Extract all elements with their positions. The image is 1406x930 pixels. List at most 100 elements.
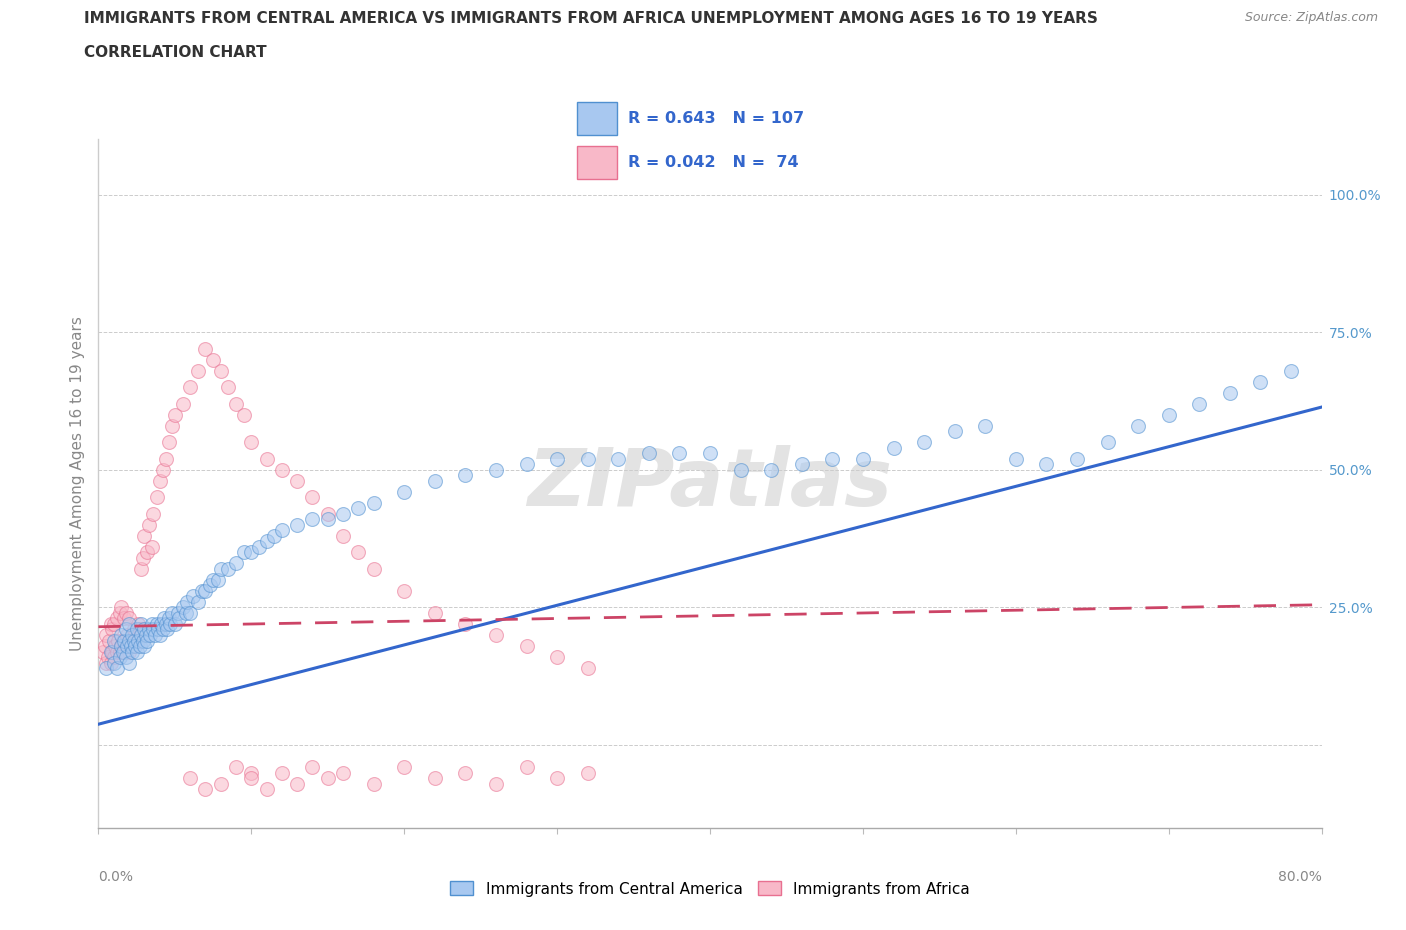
Point — [152, 622, 174, 637]
Point — [301, 490, 323, 505]
Point — [576, 660, 599, 675]
Point — [117, 628, 139, 643]
Point — [316, 771, 339, 786]
Point — [256, 782, 278, 797]
Point — [454, 765, 477, 780]
Point — [179, 379, 201, 394]
Point — [730, 462, 752, 477]
Point — [1004, 451, 1026, 466]
Point — [240, 765, 263, 780]
Point — [516, 457, 538, 472]
Point — [129, 617, 152, 631]
Point — [121, 628, 143, 643]
Text: CORRELATION CHART: CORRELATION CHART — [84, 45, 267, 60]
Point — [363, 496, 385, 511]
Point — [225, 760, 247, 775]
Point — [187, 594, 209, 609]
Point — [127, 633, 149, 648]
Point — [202, 573, 225, 588]
Point — [110, 600, 132, 615]
Point — [155, 617, 177, 631]
Point — [263, 528, 285, 543]
Point — [100, 655, 122, 670]
Point — [138, 517, 160, 532]
Point — [1279, 364, 1302, 379]
Point — [124, 628, 146, 643]
Point — [98, 633, 121, 648]
Point — [107, 633, 129, 648]
Point — [285, 777, 308, 791]
Point — [112, 644, 135, 659]
Point — [759, 462, 782, 477]
Point — [699, 445, 721, 460]
Point — [132, 551, 155, 565]
Point — [454, 468, 477, 483]
Point — [240, 435, 263, 450]
Bar — [576, 102, 617, 135]
Text: 0.0%: 0.0% — [98, 870, 134, 884]
Point — [1157, 407, 1180, 422]
Point — [110, 639, 132, 654]
Point — [169, 611, 191, 626]
Point — [104, 639, 127, 654]
Point — [301, 512, 323, 526]
Point — [160, 418, 183, 433]
Point — [347, 501, 370, 516]
Point — [149, 473, 172, 488]
Point — [125, 633, 148, 648]
Point — [120, 639, 142, 654]
Point — [108, 649, 131, 664]
Point — [105, 644, 128, 659]
Point — [153, 611, 176, 626]
Point — [347, 545, 370, 560]
Point — [115, 639, 138, 654]
Text: R = 0.042   N =  74: R = 0.042 N = 74 — [628, 154, 799, 170]
Point — [150, 617, 173, 631]
Point — [149, 628, 172, 643]
Point — [217, 379, 239, 394]
Point — [247, 539, 270, 554]
Point — [332, 528, 354, 543]
Point — [134, 639, 156, 654]
Point — [198, 578, 221, 593]
Point — [637, 445, 661, 460]
Point — [100, 644, 122, 659]
Point — [209, 364, 232, 379]
Point — [191, 583, 214, 598]
Point — [316, 507, 339, 522]
Text: 80.0%: 80.0% — [1278, 870, 1322, 884]
Point — [115, 605, 138, 620]
Point — [176, 594, 198, 609]
Point — [576, 765, 599, 780]
Point — [194, 341, 217, 356]
Point — [124, 639, 146, 654]
Point — [270, 765, 292, 780]
Point — [270, 462, 292, 477]
Point — [546, 649, 568, 664]
Point — [129, 562, 152, 577]
Point — [1097, 435, 1119, 450]
Point — [363, 777, 385, 791]
Point — [125, 644, 148, 659]
Point — [103, 617, 125, 631]
Text: ZIPatlas: ZIPatlas — [527, 445, 893, 523]
Point — [217, 562, 239, 577]
Point — [174, 605, 197, 620]
Point — [1249, 374, 1271, 389]
Point — [187, 364, 209, 379]
Point — [105, 660, 128, 675]
Point — [240, 545, 263, 560]
Point — [207, 573, 229, 588]
Point — [423, 771, 446, 786]
Point — [105, 611, 128, 626]
Point — [157, 611, 180, 626]
Point — [1066, 451, 1088, 466]
Point — [1128, 418, 1150, 433]
Point — [94, 628, 117, 643]
Point — [194, 583, 217, 598]
Point — [97, 649, 120, 664]
Point — [256, 451, 278, 466]
Point — [576, 451, 599, 466]
Text: R = 0.643   N = 107: R = 0.643 N = 107 — [628, 111, 804, 126]
Point — [94, 660, 117, 675]
